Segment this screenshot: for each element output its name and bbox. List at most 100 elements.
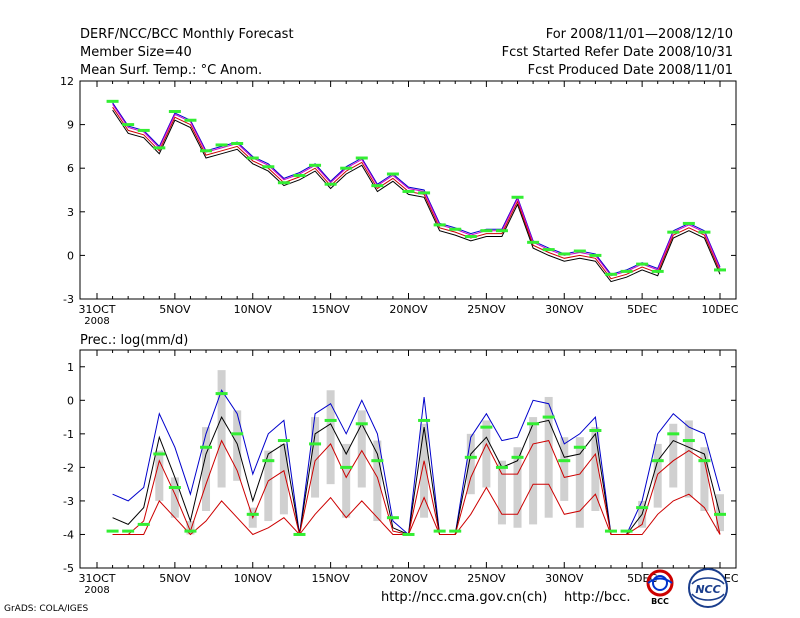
spread-bar [700, 447, 709, 511]
spread-bar [155, 450, 164, 501]
member-marker [137, 522, 150, 526]
member-marker [495, 229, 508, 233]
member-marker [200, 445, 213, 449]
member-marker [542, 248, 555, 252]
member-marker [682, 221, 695, 225]
spread-bar [420, 423, 429, 518]
y-tick-label: -2 [63, 461, 74, 474]
spread-bar [684, 420, 693, 498]
member-marker [636, 506, 649, 510]
x-tick-label: 20NOV [389, 572, 428, 585]
grads-credit: GrADS: COLA/IGES [4, 604, 89, 614]
y-tick-label: -1 [63, 428, 74, 441]
member-marker [402, 532, 415, 536]
member-marker [402, 189, 415, 193]
chart-title: DERF/NCC/BCC Monthly Forecast [80, 27, 294, 42]
spread-bar [497, 460, 506, 525]
member-marker [527, 422, 540, 426]
member-marker [246, 512, 259, 516]
spread-bar [202, 427, 211, 511]
member-marker [589, 253, 602, 257]
member-marker [153, 452, 166, 456]
member-marker [277, 439, 290, 443]
y-tick-label: -4 [63, 528, 74, 541]
member-marker [418, 418, 431, 422]
member-marker [309, 442, 322, 446]
member-marker [386, 516, 399, 520]
footer-url-ncc[interactable]: http://ncc.cma.gov.cn(ch) [381, 590, 548, 605]
ncc-logo-text: NCC [695, 583, 720, 596]
member-marker [262, 165, 275, 169]
spread-bar [373, 440, 382, 522]
member-marker [558, 459, 571, 463]
forecast-period: For 2008/11/01—2008/12/10 [545, 27, 733, 42]
member-marker [340, 166, 353, 170]
member-marker [106, 99, 119, 103]
member-marker [449, 529, 462, 533]
member-marker [558, 252, 571, 256]
member-marker [122, 529, 135, 533]
member-marker [231, 432, 244, 436]
footer-url-bcc[interactable]: http://bcc. [564, 590, 631, 605]
spread-bar [342, 443, 351, 518]
y-tick-label: 1 [67, 361, 74, 374]
y-tick-label: -3 [63, 293, 74, 306]
member-marker [200, 149, 213, 153]
member-marker [604, 272, 617, 276]
member-marker [184, 118, 197, 122]
x-tick-label: 20NOV [389, 303, 428, 316]
member-marker [262, 459, 275, 463]
x-tick-sublabel: 2008 [84, 316, 109, 327]
member-marker [293, 532, 306, 536]
member-marker [324, 182, 337, 186]
series-lower-line [112, 483, 721, 536]
member-marker [651, 459, 664, 463]
x-tick-label: 5NOV [159, 572, 191, 585]
member-marker [620, 269, 633, 273]
member-marker [215, 143, 228, 147]
spread-bar [186, 521, 195, 535]
spread-bar [326, 390, 335, 485]
member-marker [527, 240, 540, 244]
spread-bar [264, 450, 273, 522]
member-marker [137, 128, 150, 132]
member-marker [106, 529, 119, 533]
member-marker [651, 269, 664, 273]
member-marker [464, 235, 477, 239]
forecast-start-date: Fcst Started Refer Date 2008/10/31 [501, 45, 733, 60]
member-marker [215, 392, 228, 396]
y-tick-label: -5 [63, 562, 74, 575]
spread-bar [466, 433, 475, 495]
member-marker [698, 459, 711, 463]
series-upper-line [112, 104, 721, 277]
precip-panel-title: Prec.: log(mm/d) [80, 333, 188, 348]
x-tick-label: 31OCT [78, 303, 115, 316]
member-marker [433, 529, 446, 533]
spread-bar [357, 410, 366, 488]
member-marker [573, 249, 586, 253]
y-tick-label: 0 [67, 249, 74, 262]
member-marker [480, 229, 493, 233]
member-marker [355, 156, 368, 160]
member-marker [511, 455, 524, 459]
member-marker [449, 227, 462, 231]
member-marker [386, 172, 399, 176]
member-marker [682, 439, 695, 443]
x-tick-label: 10DEC [701, 303, 738, 316]
x-tick-label: 5NOV [159, 303, 191, 316]
member-marker [495, 465, 508, 469]
member-marker [246, 156, 259, 160]
y-tick-label: 6 [67, 162, 74, 175]
member-marker [433, 223, 446, 227]
x-tick-label: 15NOV [312, 572, 351, 585]
spread-bar [217, 370, 226, 488]
spread-bar [529, 417, 538, 525]
y-tick-label: -3 [63, 495, 74, 508]
spread-bar [575, 437, 584, 528]
series-mean-line [112, 106, 721, 280]
member-marker [355, 422, 368, 426]
x-tick-label: 15NOV [312, 303, 351, 316]
x-tick-label: 25NOV [467, 572, 506, 585]
member-marker [309, 163, 322, 167]
